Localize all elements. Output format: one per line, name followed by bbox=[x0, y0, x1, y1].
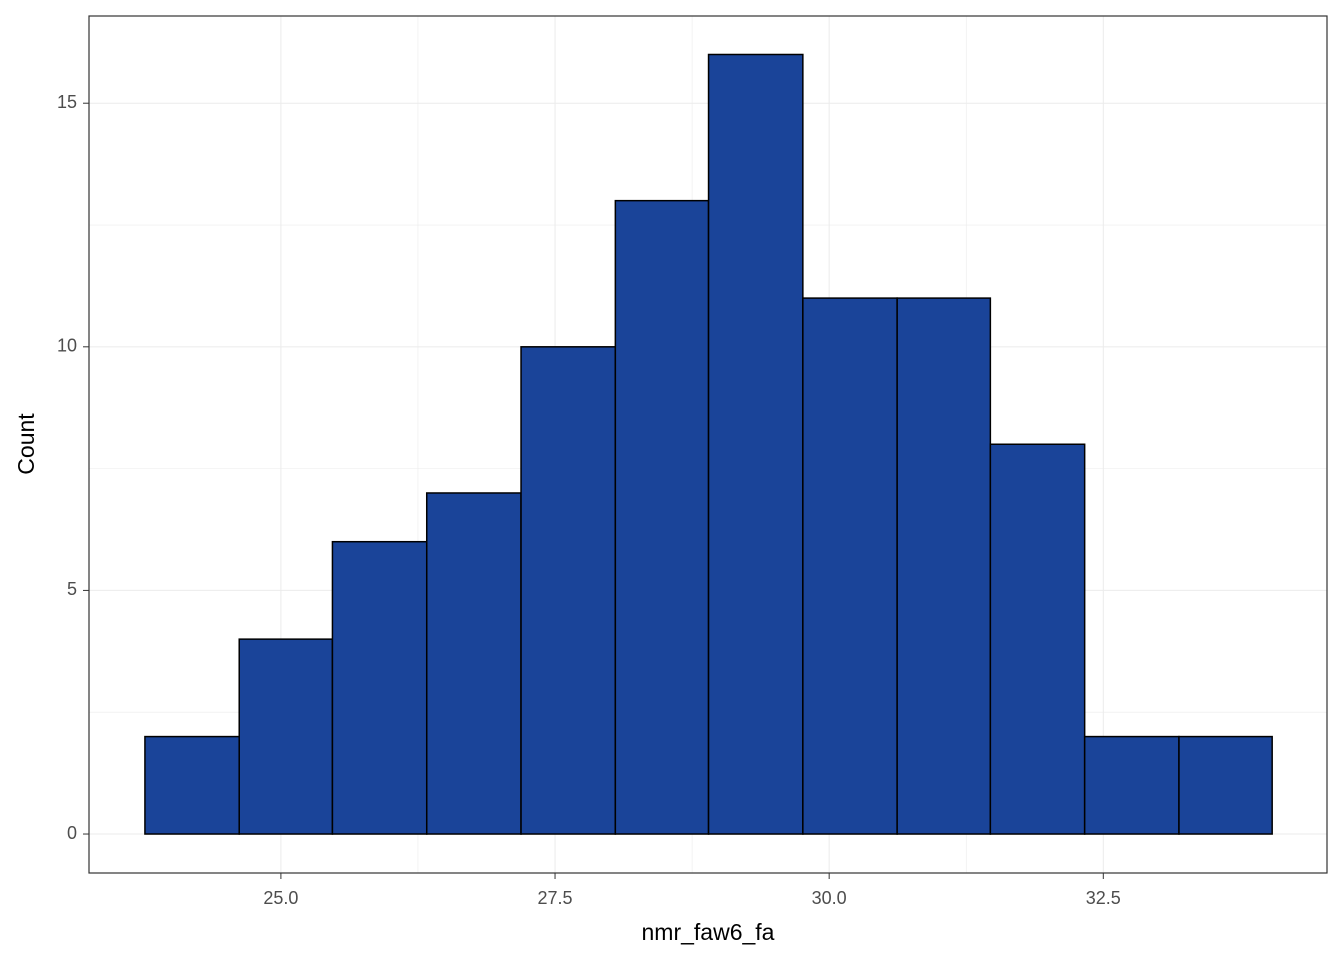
bar bbox=[331, 540, 428, 835]
panel-border bbox=[88, 15, 1328, 874]
x-axis-title: nmr_faw6_fa bbox=[642, 919, 775, 945]
bar bbox=[989, 443, 1086, 835]
y-axis-title: Count bbox=[13, 413, 39, 475]
bar bbox=[425, 492, 522, 835]
bar bbox=[707, 53, 804, 835]
y-tick-label: 5 bbox=[67, 579, 77, 599]
bar bbox=[1083, 735, 1180, 835]
bar bbox=[614, 199, 710, 835]
y-tick-label: 0 bbox=[67, 823, 77, 843]
x-tick-label: 32.5 bbox=[1086, 888, 1121, 908]
bar bbox=[896, 297, 992, 835]
x-tick-label: 27.5 bbox=[538, 888, 573, 908]
bar bbox=[238, 638, 334, 835]
bar bbox=[1178, 735, 1273, 835]
bar bbox=[144, 735, 240, 835]
bar bbox=[802, 297, 898, 835]
bar bbox=[520, 346, 617, 835]
x-tick-label: 30.0 bbox=[812, 888, 847, 908]
y-tick-label: 15 bbox=[57, 92, 77, 112]
x-tick-label: 25.0 bbox=[263, 888, 298, 908]
y-tick-label: 10 bbox=[57, 336, 77, 356]
